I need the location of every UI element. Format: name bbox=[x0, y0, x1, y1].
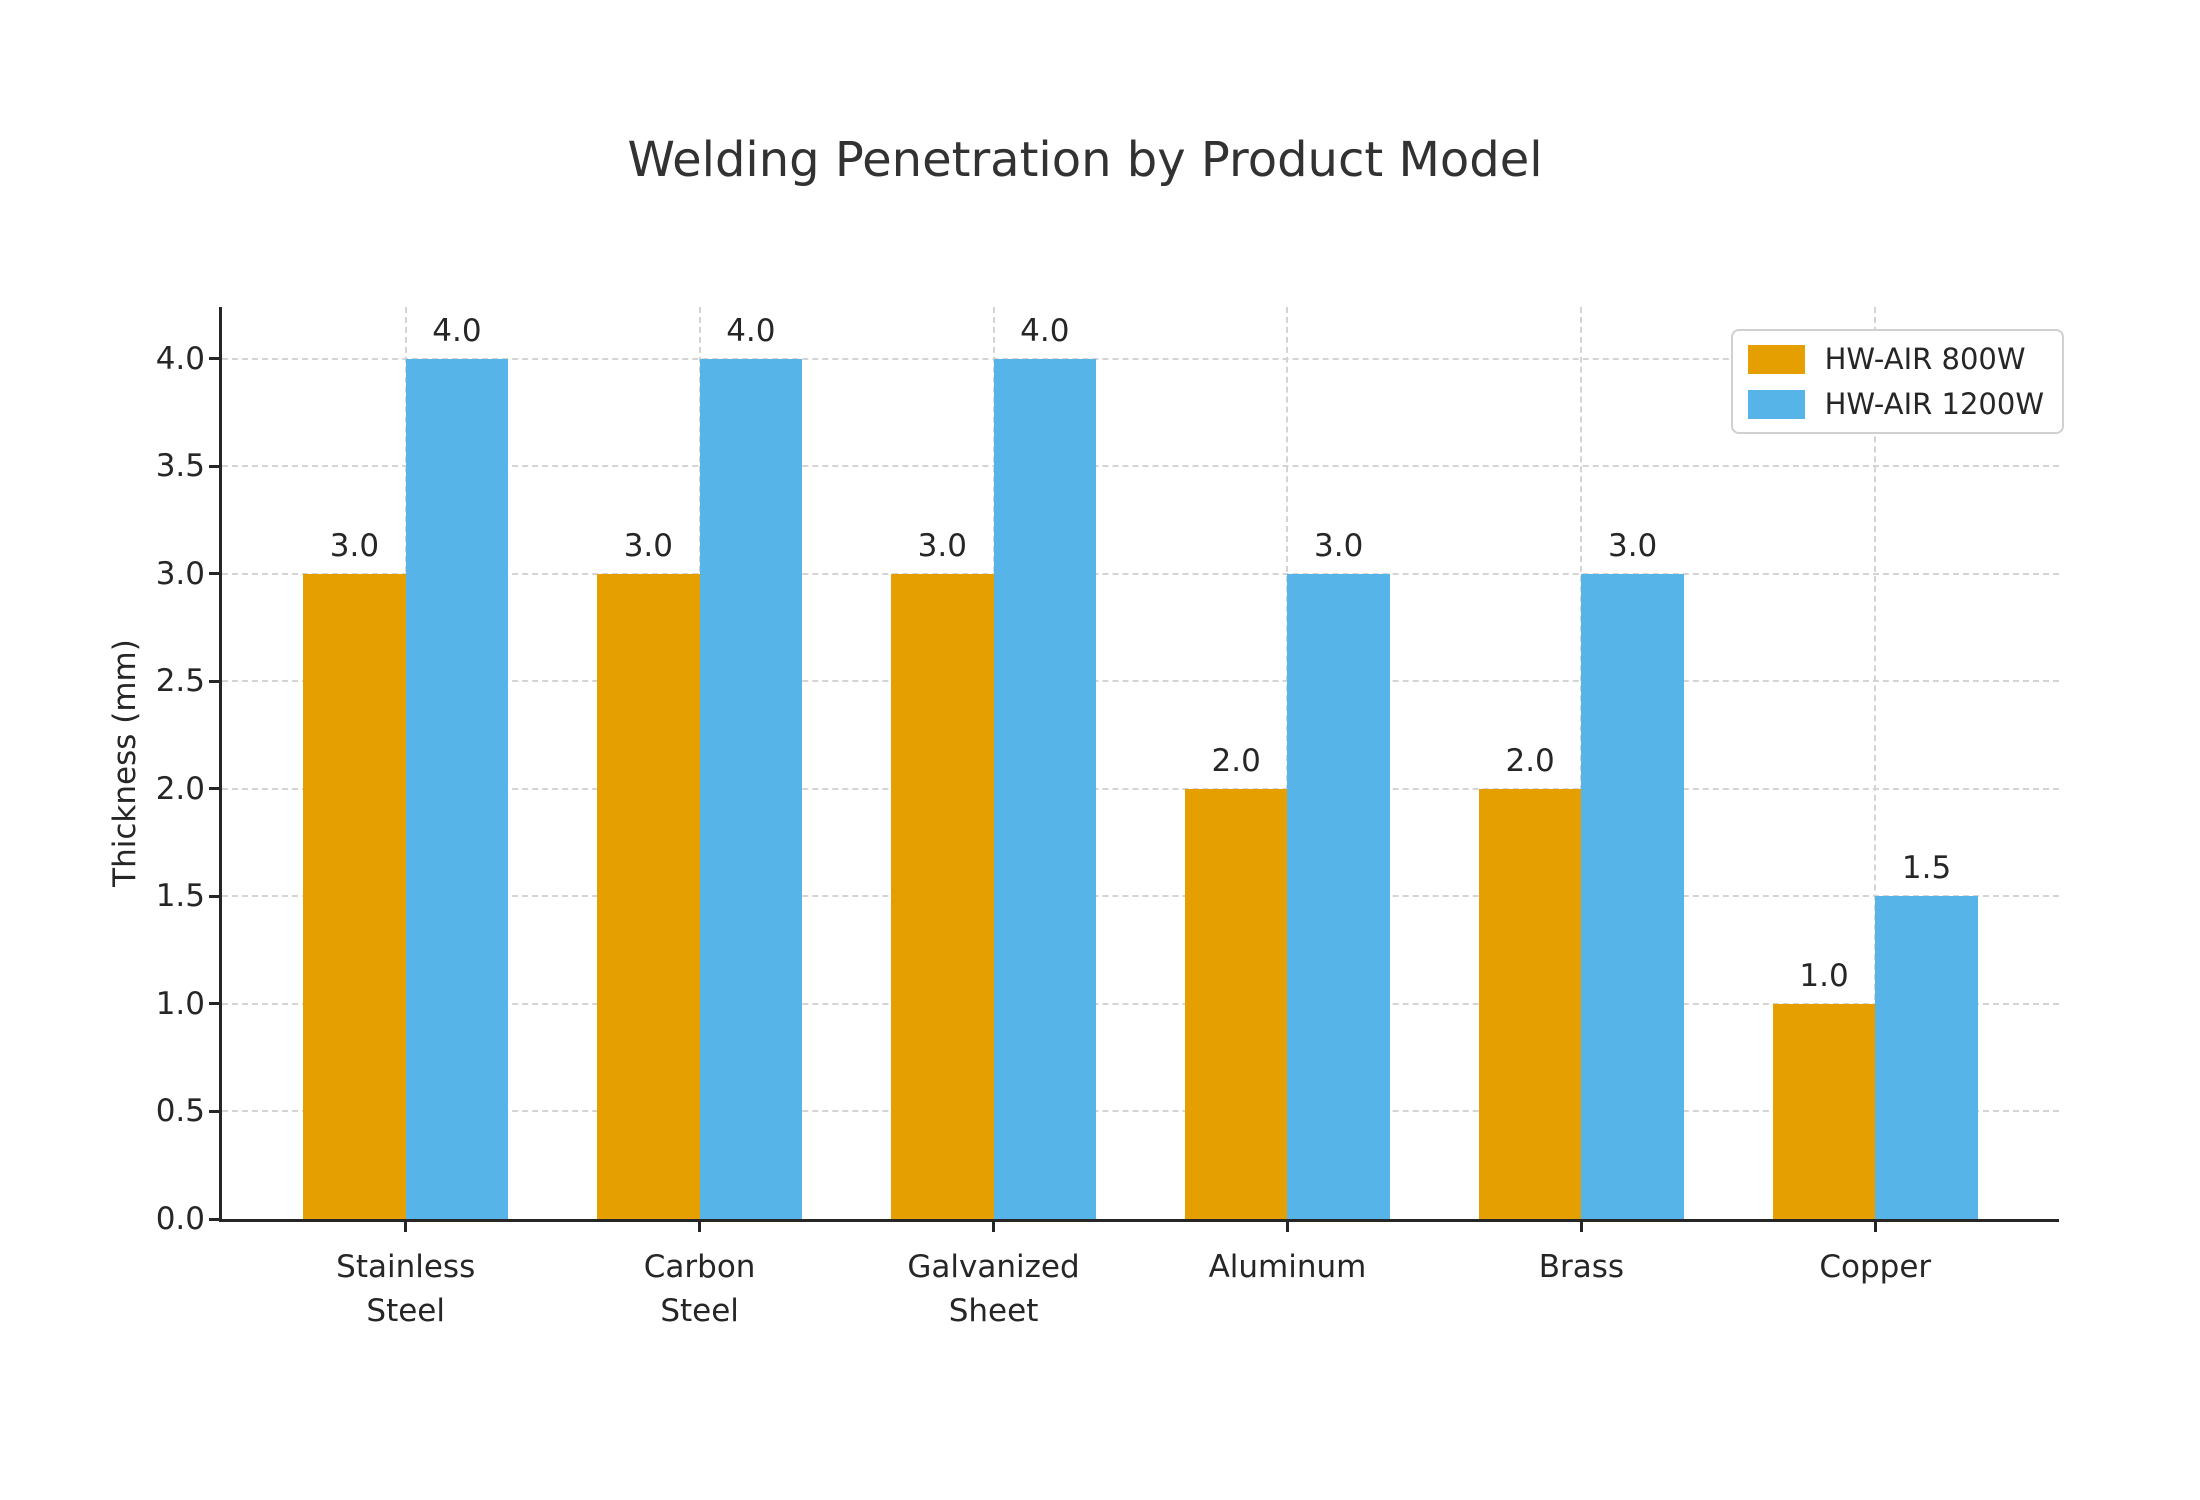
y-tick-label: 3.5 bbox=[155, 448, 205, 485]
y-tick-label: 3.0 bbox=[155, 555, 205, 592]
legend: HW-AIR 800W HW-AIR 1200W bbox=[1730, 329, 2064, 434]
bar-value-label: 3.0 bbox=[1607, 527, 1658, 564]
x-tick-label-galvanized-sheet: Galvanized Sheet bbox=[907, 1249, 1080, 1329]
x-axis-tick bbox=[698, 1222, 702, 1232]
bar-value-label: 4.0 bbox=[432, 312, 482, 349]
bar-hw-air-1200w-copper bbox=[1875, 896, 1978, 1219]
x-axis-tick bbox=[1579, 1222, 1583, 1232]
x-axis-tick bbox=[1285, 1222, 1289, 1232]
bar-hw-air-1200w-stainless-steel bbox=[405, 358, 509, 1219]
y-axis-tick bbox=[209, 894, 219, 898]
bar-value-label: 4.0 bbox=[726, 312, 776, 349]
x-tick-label-aluminum: Aluminum bbox=[1208, 1249, 1367, 1285]
legend-item-1200w: HW-AIR 1200W bbox=[1747, 387, 2044, 421]
bar-hw-air-800w-copper bbox=[1772, 1003, 1876, 1219]
bar-hw-air-1200w-brass bbox=[1581, 573, 1684, 1219]
gridline-horizontal bbox=[222, 680, 2059, 683]
gridline-horizontal bbox=[222, 572, 2059, 575]
y-tick-label: 4.0 bbox=[155, 340, 205, 377]
gridline-horizontal bbox=[222, 1110, 2059, 1113]
legend-item-800w: HW-AIR 800W bbox=[1747, 342, 2044, 376]
chart-title: Welding Penetration by Product Model bbox=[627, 132, 1543, 188]
y-axis-tick bbox=[209, 679, 219, 683]
gridline-horizontal bbox=[222, 787, 2059, 790]
gridline-horizontal bbox=[222, 1002, 2059, 1005]
gridline-vertical bbox=[1874, 307, 1877, 1219]
plot-area: 0.0 0.5 1.0 1.5 2.0 2.5 3.0 3.5 4.0 Stainless Ste… bbox=[156, 307, 2059, 1329]
y-tick-label: 0.5 bbox=[155, 1093, 205, 1130]
bar-hw-air-800w-stainless-steel bbox=[303, 573, 406, 1219]
gridline-horizontal bbox=[222, 895, 2059, 898]
legend-label-1200w: HW-AIR 1200W bbox=[1824, 387, 2044, 421]
bar-hw-air-800w-carbon-steel bbox=[597, 573, 700, 1219]
bar-value-label: 3.0 bbox=[623, 527, 674, 564]
y-axis-tick bbox=[209, 1109, 219, 1113]
gridline-horizontal bbox=[222, 357, 2059, 360]
x-tick-label-stainless-steel: Stainless Steel bbox=[336, 1249, 476, 1329]
bar-hw-air-1200w-galvanized-sheet bbox=[993, 358, 1097, 1219]
y-axis-tick bbox=[209, 464, 219, 468]
x-tick-label-carbon-steel: Carbon Steel bbox=[643, 1249, 756, 1329]
bar-hw-air-1200w-carbon-steel bbox=[699, 358, 803, 1219]
y-axis-tick bbox=[209, 357, 219, 361]
bar-value-label: 1.5 bbox=[1901, 850, 1952, 887]
y-axis-tick bbox=[209, 787, 219, 791]
x-tick-label-brass: Brass bbox=[1538, 1249, 1625, 1285]
bar-hw-air-800w-aluminum bbox=[1184, 788, 1288, 1219]
bar-value-label: 2.0 bbox=[1211, 742, 1261, 779]
bar-value-label: 3.0 bbox=[917, 527, 967, 564]
bar-hw-air-800w-galvanized-sheet bbox=[891, 573, 994, 1219]
y-axis-tick bbox=[209, 572, 219, 576]
gridline-horizontal bbox=[222, 465, 2059, 468]
y-tick-label: 1.0 bbox=[155, 985, 205, 1022]
bar-value-label: 3.0 bbox=[1314, 527, 1364, 564]
bar-hw-air-1200w-aluminum bbox=[1287, 573, 1390, 1219]
x-axis-tick bbox=[992, 1222, 996, 1232]
bar-value-label: 4.0 bbox=[1020, 312, 1070, 349]
x-tick-label-copper: Copper bbox=[1819, 1249, 1932, 1285]
x-axis-tick bbox=[1873, 1222, 1877, 1232]
legend-label-800w: HW-AIR 800W bbox=[1824, 342, 2026, 376]
legend-swatch-800w-icon bbox=[1747, 344, 1805, 374]
y-tick-label: 0.0 bbox=[155, 1201, 205, 1237]
x-axis-tick bbox=[404, 1222, 408, 1232]
y-tick-label: 2.0 bbox=[155, 770, 205, 807]
bar-value-label: 3.0 bbox=[329, 527, 380, 564]
y-axis-tick bbox=[209, 1002, 219, 1006]
y-tick-label: 1.5 bbox=[155, 878, 205, 915]
y-tick-label: 2.5 bbox=[155, 663, 205, 700]
bar-value-label: 2.0 bbox=[1505, 742, 1555, 779]
bar-hw-air-800w-brass bbox=[1478, 788, 1582, 1219]
legend-swatch-1200w-icon bbox=[1747, 389, 1805, 419]
bar-value-label: 1.0 bbox=[1799, 957, 1849, 994]
y-axis-tick bbox=[209, 1217, 219, 1221]
